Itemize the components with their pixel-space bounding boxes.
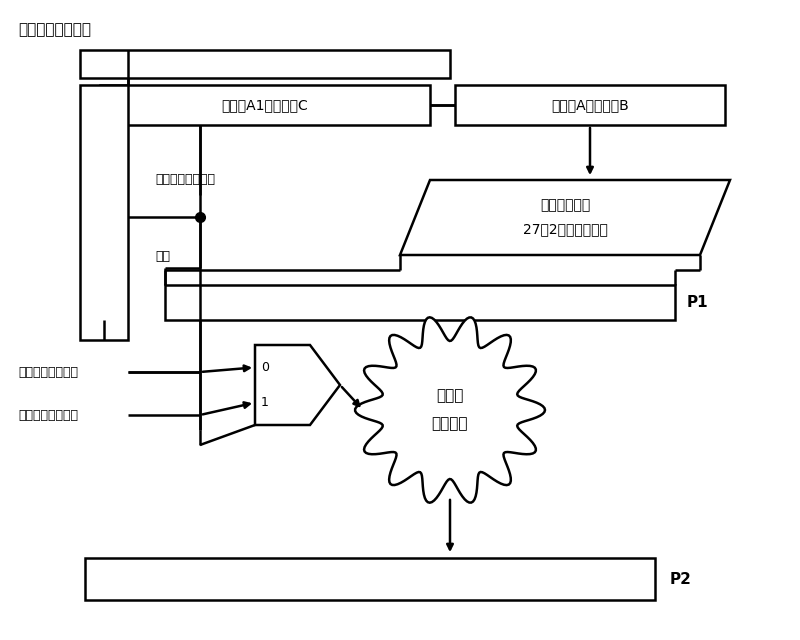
Text: 1: 1 (261, 396, 269, 409)
Text: 浮点加法指令指示: 浮点加法指令指示 (18, 22, 91, 37)
Text: P2: P2 (670, 572, 692, 586)
Bar (85, 558, 655, 600)
Bar (80, 50, 450, 78)
Bar (80, 85, 128, 340)
Text: 浮点乘加的操作数: 浮点乘加的操作数 (18, 365, 78, 378)
Polygon shape (355, 317, 545, 502)
Text: 浮点加法的操作数: 浮点加法的操作数 (18, 408, 78, 422)
Text: 浮点加法指令指示: 浮点加法指令指示 (155, 173, 215, 186)
Text: 波茨编码以及: 波茨编码以及 (540, 198, 590, 212)
Text: 27：2的乘法压缩树: 27：2的乘法压缩树 (522, 223, 607, 237)
Text: 0: 0 (261, 361, 269, 374)
Polygon shape (400, 180, 730, 255)
Text: 组合逻辑: 组合逻辑 (432, 417, 468, 431)
Text: 操作数A1和操作数C: 操作数A1和操作数C (222, 98, 308, 112)
Bar (100, 85, 430, 125)
Text: 使能: 使能 (155, 250, 170, 263)
Bar (165, 285, 675, 320)
Bar (455, 85, 725, 125)
Text: 第二拍: 第二拍 (436, 388, 464, 403)
Text: 操作数A和操作数B: 操作数A和操作数B (551, 98, 629, 112)
Text: P1: P1 (687, 295, 709, 310)
Polygon shape (255, 345, 340, 425)
